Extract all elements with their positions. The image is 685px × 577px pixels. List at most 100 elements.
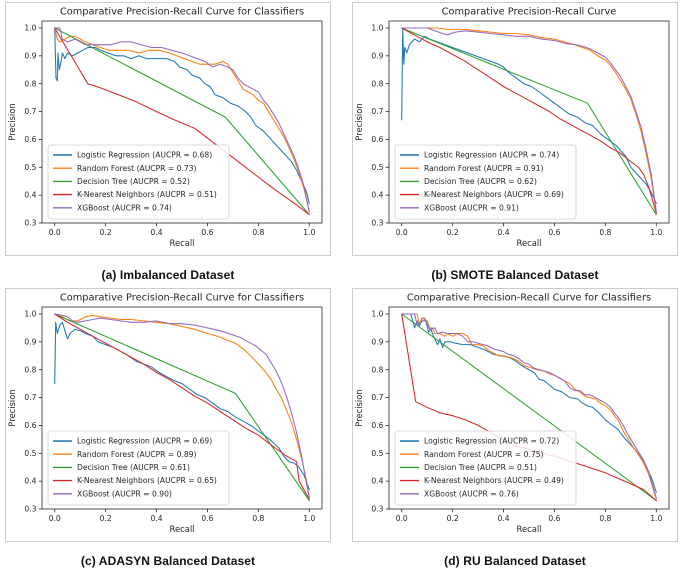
series-line-random-forest [54,313,310,499]
y-tick-label: 0.9 [24,51,36,60]
plot-frame-a: 0.0 0.2 0.4 0.6 0.8 1.0 0.3 0.4 0.5 0.6 0.7 0.8 0.9 1… [5,2,331,256]
x-axis-label: Recall [170,238,195,248]
y-axis-label: Precision [354,389,364,426]
subplot-d: 0.0 0.2 0.4 0.6 0.8 1.0 0.3 0.4 0.5 0.6 0.7 0.8 0.9 1… [352,288,678,568]
plot-title: Comparative Precision-Recall Curve [442,7,617,18]
legend-label-logistic-regression: Logistic Regression (AUCPR = 0.72) [424,437,559,446]
y-tick-label: 0.7 [371,107,383,116]
y-tick-label: 1.0 [371,310,383,319]
y-tick-label: 0.6 [371,135,383,144]
plot-frame-d: 0.0 0.2 0.4 0.6 0.8 1.0 0.3 0.4 0.5 0.6 0.7 0.8 0.9 1… [352,288,678,542]
x-axis-label: Recall [517,524,542,534]
plot-title: Comparative Precision-Recall Curve for C… [60,7,304,18]
legend-label-logistic-regression: Logistic Regression (AUCPR = 0.74) [424,151,559,160]
legend-label-random-forest: Random Forest (AUCPR = 0.73) [77,164,197,173]
series-line-decision-tree [401,27,657,216]
series-line-k-nearest-neighbors [401,27,657,214]
series-line-xgboost [401,313,657,499]
y-tick-label: 0.3 [24,505,36,514]
plot-title: Comparative Precision-Recall Curve for C… [407,293,651,304]
series-line-xgboost [401,27,657,213]
plot-frame-b: 0.0 0.2 0.4 0.6 0.8 1.0 0.3 0.4 0.5 0.6 0.7 0.8 0.9 1… [352,2,678,256]
series-line-logistic-regression [401,27,657,205]
legend-label-logistic-regression: Logistic Regression (AUCPR = 0.68) [77,151,212,160]
legend-box [47,430,230,506]
y-tick-label: 0.7 [371,393,383,402]
series-line-decision-tree [54,27,310,216]
subplot-caption-d: (d) RU Balanced Dataset [444,554,586,568]
legend-label-random-forest: Random Forest (AUCPR = 0.75) [424,450,544,459]
y-tick-label: 0.3 [24,219,36,228]
y-tick-label: 0.8 [371,365,383,374]
y-tick-label: 0.6 [24,135,36,144]
y-tick-label: 0.3 [371,505,383,514]
y-tick-label: 0.9 [24,337,36,346]
y-axis-label: Precision [7,103,17,140]
legend-label-decision-tree: Decision Tree (AUCPR = 0.51) [424,463,537,472]
series-line-random-forest [401,27,657,214]
y-tick-label: 0.3 [371,219,383,228]
series-line-random-forest [401,313,657,500]
series-line-decision-tree [401,313,657,502]
y-tick-label: 1.0 [371,24,383,33]
subplot-c: 0.0 0.2 0.4 0.6 0.8 1.0 0.3 0.4 0.5 0.6 0.7 0.8 0.9 1… [5,288,331,568]
pr-curve-chart-b: 0.0 0.2 0.4 0.6 0.8 1.0 0.3 0.4 0.5 0.6 0.7 0.8 0.9 1… [354,7,670,248]
y-tick-label: 0.6 [371,421,383,430]
legend-label-k-nearest-neighbors: K-Nearest Neighbors (AUCPR = 0.51) [77,190,217,199]
plot-title: Comparative Precision-Recall Curve for C… [60,293,304,304]
x-tick-label: 0.0 [49,228,61,237]
x-axis-label: Recall [170,524,195,534]
pr-curve-chart-d: 0.0 0.2 0.4 0.6 0.8 1.0 0.3 0.4 0.5 0.6 0.7 0.8 0.9 1… [354,293,670,534]
legend-label-xgboost: XGBoost (AUCPR = 0.91) [424,203,519,212]
x-tick-label: 0.6 [548,228,560,237]
y-tick-label: 0.5 [371,163,383,172]
series-line-xgboost [54,313,310,499]
x-tick-label: 0.8 [252,514,264,523]
y-tick-label: 0.8 [371,79,383,88]
plot-border [41,306,323,510]
y-tick-label: 0.4 [371,477,383,486]
y-tick-label: 0.5 [24,449,36,458]
series-line-logistic-regression [54,27,310,205]
y-tick-label: 0.4 [24,191,36,200]
y-tick-label: 1.0 [24,24,36,33]
series-line-k-nearest-neighbors [54,27,310,216]
x-tick-label: 0.0 [396,514,408,523]
x-tick-label: 0.4 [498,514,510,523]
y-tick-label: 1.0 [24,310,36,319]
legend-label-decision-tree: Decision Tree (AUCPR = 0.62) [424,177,537,186]
y-tick-label: 0.6 [24,421,36,430]
series-line-decision-tree [54,313,310,502]
series-line-xgboost [54,27,310,213]
x-tick-label: 1.0 [303,228,315,237]
series-line-k-nearest-neighbors [54,313,310,500]
x-tick-label: 0.0 [49,514,61,523]
y-tick-label: 0.9 [371,51,383,60]
x-tick-label: 0.4 [151,514,163,523]
legend-label-logistic-regression: Logistic Regression (AUCPR = 0.69) [77,437,212,446]
legend-label-decision-tree: Decision Tree (AUCPR = 0.61) [77,463,190,472]
y-tick-label: 0.8 [24,79,36,88]
x-axis-label: Recall [517,238,542,248]
legend-label-k-nearest-neighbors: K-Nearest Neighbors (AUCPR = 0.69) [424,190,564,199]
subplot-a: 0.0 0.2 0.4 0.6 0.8 1.0 0.3 0.4 0.5 0.6 0.7 0.8 0.9 1… [5,2,331,282]
x-tick-label: 0.6 [201,228,213,237]
legend-box [394,430,577,506]
legend-label-xgboost: XGBoost (AUCPR = 0.90) [77,489,172,498]
y-axis-label: Precision [354,103,364,140]
pr-curve-chart-a: 0.0 0.2 0.4 0.6 0.8 1.0 0.3 0.4 0.5 0.6 0.7 0.8 0.9 1… [7,7,323,248]
x-tick-label: 1.0 [650,228,662,237]
x-tick-label: 0.2 [100,228,112,237]
y-tick-label: 0.7 [24,107,36,116]
y-axis-label: Precision [7,389,17,426]
plot-border [388,20,670,224]
legend-label-xgboost: XGBoost (AUCPR = 0.76) [424,489,519,498]
y-tick-label: 0.4 [24,477,36,486]
y-tick-label: 0.5 [371,449,383,458]
pr-curve-chart-c: 0.0 0.2 0.4 0.6 0.8 1.0 0.3 0.4 0.5 0.6 0.7 0.8 0.9 1… [7,293,323,534]
x-tick-label: 1.0 [650,514,662,523]
plot-frame-c: 0.0 0.2 0.4 0.6 0.8 1.0 0.3 0.4 0.5 0.6 0.7 0.8 0.9 1… [5,288,331,542]
x-tick-label: 0.4 [498,228,510,237]
subplot-caption-b: (b) SMOTE Balanced Dataset [431,268,599,282]
